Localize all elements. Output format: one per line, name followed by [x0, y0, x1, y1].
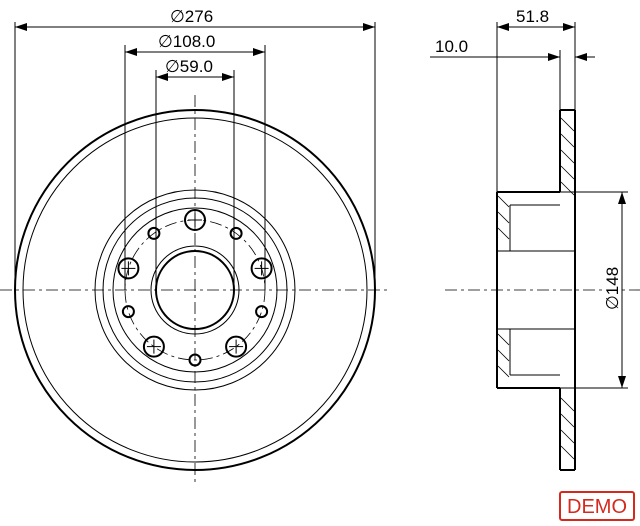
- dim-thickness: 10.0: [435, 37, 468, 56]
- demo-stamp: DEMO: [560, 492, 634, 520]
- dim-center-bore: ∅59.0: [165, 57, 213, 76]
- dim-hub-dia: ∅148: [603, 267, 622, 310]
- dimensions: ∅276 ∅108.0 ∅59.0 51.8 10.0: [15, 7, 628, 388]
- front-view: [0, 95, 390, 485]
- technical-drawing: ∅276 ∅108.0 ∅59.0 51.8 10.0: [0, 0, 640, 526]
- dim-outer-dia: ∅276: [170, 7, 213, 26]
- dim-bolt-circle: ∅108.0: [158, 32, 215, 51]
- dim-depth: 51.8: [516, 7, 549, 26]
- section-hatch: [498, 118, 574, 459]
- demo-label: DEMO: [567, 496, 627, 518]
